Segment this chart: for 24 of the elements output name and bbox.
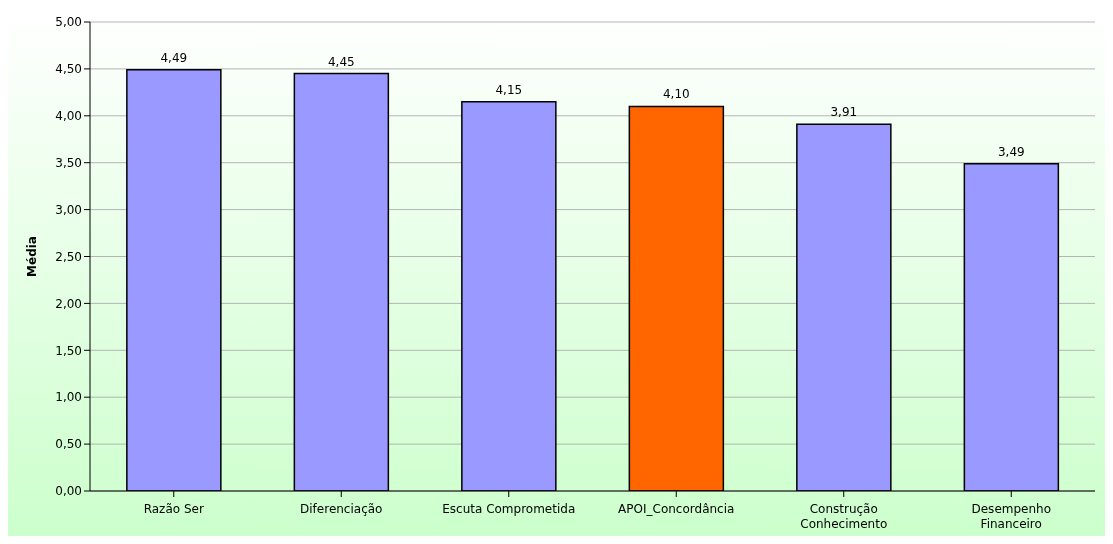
data-label: 4,45 [327, 54, 355, 69]
data-label: 4,10 [662, 87, 690, 102]
y-tick-label: 3,50 [55, 155, 82, 170]
data-label: 3,91 [830, 105, 858, 120]
y-tick-label: 0,50 [55, 437, 82, 452]
x-tick-label: Razão Ser [143, 502, 204, 516]
data-label: 3,49 [997, 144, 1025, 159]
x-tick-label: Desempenho Financeiro [971, 502, 1051, 531]
y-tick-label: 0,00 [55, 484, 82, 499]
x-tick-label: APOI_Concordância [618, 502, 735, 516]
x-tick-label: Construção Conhecimento [800, 502, 888, 531]
x-tick-label: Escuta Comprometida [442, 502, 576, 516]
data-label: 4,15 [495, 82, 523, 97]
y-tick-label: 5,00 [55, 15, 82, 30]
y-tick-label: 1,00 [55, 390, 82, 405]
y-tick-label: 2,00 [55, 296, 82, 311]
data-label: 4,49 [160, 50, 188, 65]
y-tick-label: 2,50 [55, 249, 82, 264]
y-tick-label: 4,50 [55, 62, 82, 77]
x-tick-label: Diferenciação [300, 502, 383, 516]
y-tick-label: 3,00 [55, 202, 82, 217]
y-tick-label: 4,00 [55, 109, 82, 124]
y-axis-title: Média [25, 236, 40, 277]
y-tick-label: 1,50 [55, 343, 82, 358]
